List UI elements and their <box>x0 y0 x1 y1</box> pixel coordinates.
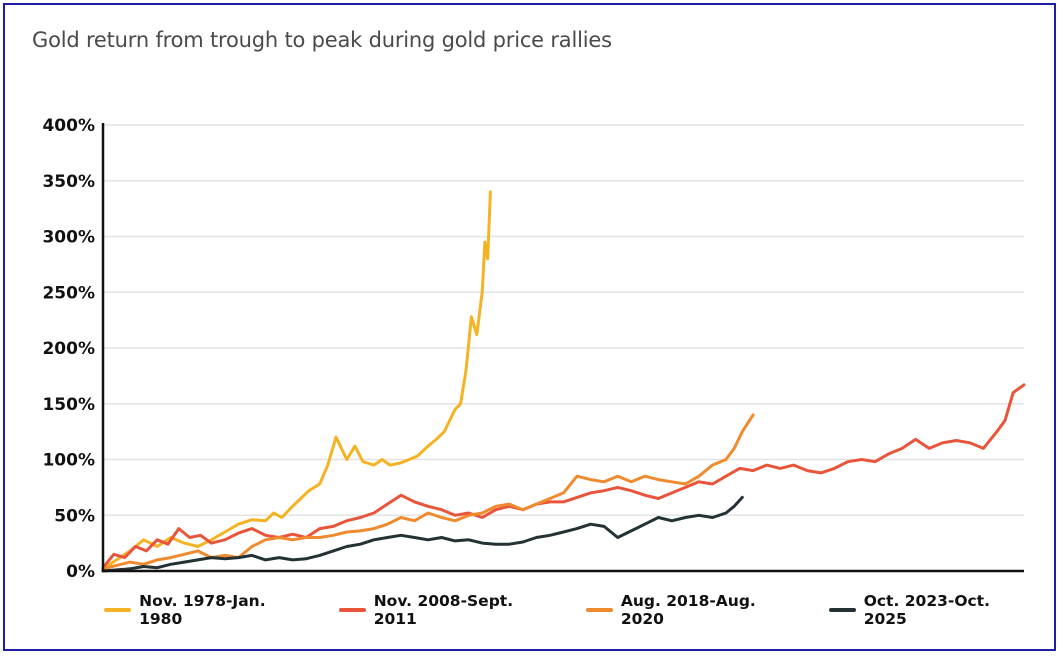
y-tick-label: 400% <box>42 116 95 136</box>
legend-item: Nov. 1978-Jan. 1980 <box>104 592 309 628</box>
series-line-2 <box>101 383 1026 570</box>
y-tick-label: 0% <box>66 562 95 582</box>
legend-item: Oct. 2023-Oct. 2025 <box>828 592 1033 628</box>
legend-label: Oct. 2023-Oct. 2025 <box>863 592 990 628</box>
y-tick-label: 100% <box>42 451 95 471</box>
legend-item: Aug. 2018-Aug. 2020 <box>585 592 799 628</box>
legend: Nov. 1978-Jan. 1980 Nov. 2008-Sept. 2011 A… <box>104 592 1063 628</box>
series-lines <box>101 190 1026 573</box>
series-line-1 <box>101 190 492 571</box>
legend-label: Nov. 2008-Sept. 2011 <box>373 592 514 628</box>
y-tick-label: 250% <box>42 283 95 303</box>
series-line-4 <box>101 495 744 573</box>
y-tick-label: 150% <box>42 395 95 415</box>
legend-swatch <box>338 608 366 612</box>
y-tick-label: 350% <box>42 172 95 192</box>
legend-swatch <box>585 608 613 612</box>
legend-swatch <box>828 608 856 612</box>
legend-label: Aug. 2018-Aug. 2020 <box>620 592 756 628</box>
legend-label: Nov. 1978-Jan. 1980 <box>139 592 266 628</box>
y-tick-label: 50% <box>54 506 95 526</box>
legend-swatch <box>104 608 132 612</box>
y-tick-label: 200% <box>42 339 95 359</box>
chart-title: Gold return from trough to peak during g… <box>32 28 612 52</box>
chart-frame <box>3 3 1056 651</box>
y-tick-labels: 0% 50% 100% 150% 200% 250% 300% 350% 400% <box>42 116 95 582</box>
y-tick-label: 300% <box>42 228 95 248</box>
legend-item: Nov. 2008-Sept. 2011 <box>338 592 556 628</box>
